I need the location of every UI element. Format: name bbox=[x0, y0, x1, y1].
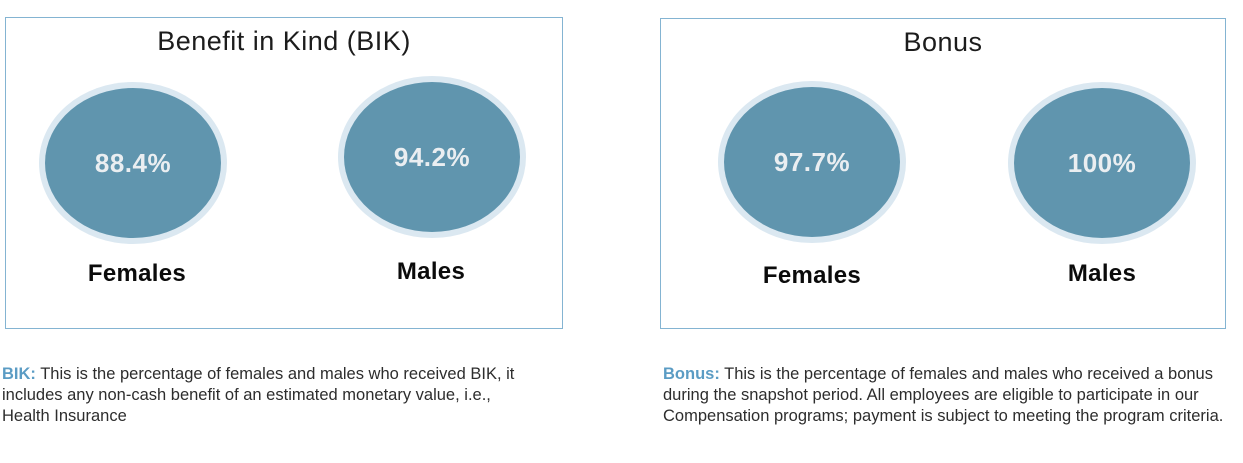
bik-caption-lead: BIK: bbox=[2, 365, 36, 383]
bik-males-label: Males bbox=[396, 258, 466, 285]
bik-females-label: Females bbox=[87, 260, 187, 287]
bonus-males-percentage: 100% bbox=[1067, 147, 1137, 178]
bik-males-circle: 94.2% bbox=[344, 82, 520, 232]
bonus-caption-text: This is the percentage of females and ma… bbox=[663, 365, 1224, 425]
bonus-panel-title: Bonus bbox=[903, 27, 983, 57]
bik-caption: BIK: This is the percentage of females a… bbox=[2, 364, 542, 427]
bik-caption-text: This is the percentage of females and ma… bbox=[2, 365, 515, 425]
bonus-females-percentage: 97.7% bbox=[773, 146, 851, 177]
bik-panel-title: Benefit in Kind (BIK) bbox=[157, 26, 411, 56]
bonus-caption-lead: Bonus: bbox=[663, 365, 720, 383]
bik-males-percentage: 94.2% bbox=[393, 141, 471, 172]
bik-females-percentage: 88.4% bbox=[94, 147, 172, 178]
bonus-caption: Bonus: This is the percentage of females… bbox=[663, 364, 1235, 427]
bonus-males-label: Males bbox=[1067, 260, 1137, 287]
bonus-females-circle: 97.7% bbox=[724, 87, 900, 237]
bonus-males-circle: 100% bbox=[1014, 88, 1190, 238]
bik-females-circle: 88.4% bbox=[45, 88, 221, 238]
bonus-females-label: Females bbox=[762, 262, 862, 289]
